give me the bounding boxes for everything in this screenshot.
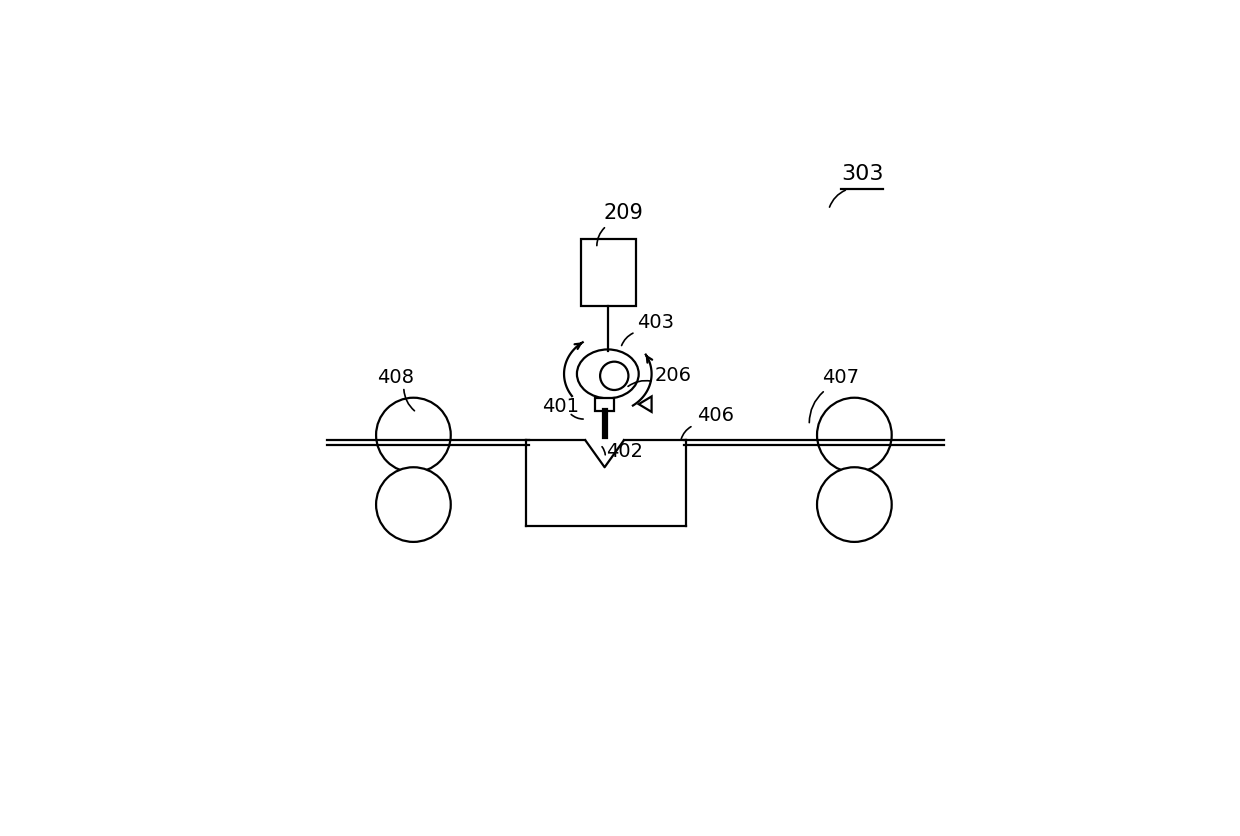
Ellipse shape xyxy=(376,467,451,542)
Ellipse shape xyxy=(817,467,892,542)
Text: 403: 403 xyxy=(637,313,673,332)
Ellipse shape xyxy=(577,349,639,399)
Text: 406: 406 xyxy=(697,406,734,426)
Text: 209: 209 xyxy=(604,202,644,222)
Text: 206: 206 xyxy=(655,366,692,385)
Text: 303: 303 xyxy=(842,164,884,184)
Text: 407: 407 xyxy=(822,368,859,387)
Text: 408: 408 xyxy=(377,368,414,387)
Polygon shape xyxy=(639,396,651,412)
Text: 401: 401 xyxy=(542,397,579,415)
Bar xyxy=(580,239,635,306)
Ellipse shape xyxy=(376,398,451,472)
Text: 402: 402 xyxy=(606,441,644,461)
Ellipse shape xyxy=(817,398,892,472)
Bar xyxy=(595,399,614,411)
Ellipse shape xyxy=(600,362,629,390)
